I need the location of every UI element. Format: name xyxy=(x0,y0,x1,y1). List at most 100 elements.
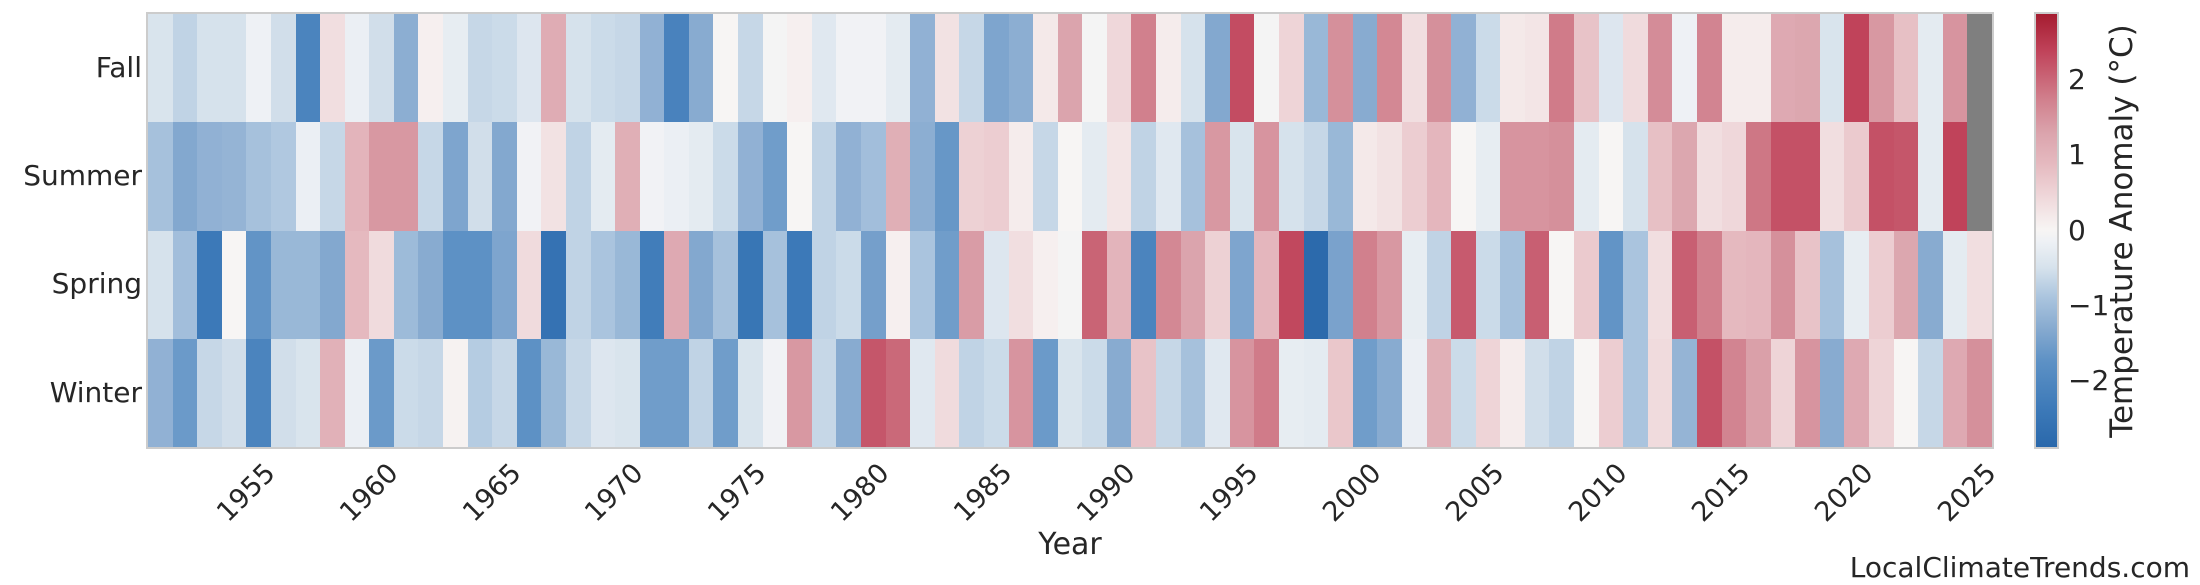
heatmap-cell xyxy=(1008,338,1034,447)
colorbar xyxy=(2034,12,2059,449)
heatmap-cell xyxy=(320,122,345,231)
heatmap-cell xyxy=(1328,338,1353,447)
heatmap-cell xyxy=(1623,230,1648,339)
heatmap-cell xyxy=(738,230,763,339)
heatmap-cell xyxy=(1352,122,1378,231)
heatmap-cell xyxy=(1967,230,1992,339)
heatmap-cell xyxy=(1057,230,1083,339)
heatmap-cell xyxy=(221,14,247,123)
heatmap-cell xyxy=(1967,14,1992,123)
row-label-summer: Summer xyxy=(23,159,142,192)
heatmap-cell xyxy=(1918,230,1943,339)
heatmap-cell xyxy=(1475,122,1501,231)
heatmap-cell xyxy=(1795,122,1820,231)
heatmap-cell xyxy=(1229,230,1255,339)
heatmap-cell xyxy=(1696,338,1722,447)
heatmap-cell xyxy=(713,122,739,231)
x-tick-label-1975: 1975 xyxy=(702,457,773,529)
heatmap-cell xyxy=(861,122,886,231)
heatmap-cell xyxy=(639,338,665,447)
heatmap-cell xyxy=(1082,230,1107,339)
heatmap-cell xyxy=(1205,14,1230,123)
x-tick-label-1995: 1995 xyxy=(1194,457,1265,529)
watermark: LocalClimateTrends.com xyxy=(1849,551,2190,584)
x-tick-label-2000: 2000 xyxy=(1317,457,1388,529)
heatmap-cell xyxy=(1918,14,1943,123)
heatmap-cell xyxy=(1500,14,1525,123)
heatmap-cell xyxy=(1844,338,1870,447)
heatmap-cell xyxy=(246,14,271,123)
heatmap-cell xyxy=(1426,230,1452,339)
heatmap-cell xyxy=(1303,122,1329,231)
heatmap-cell xyxy=(270,122,296,231)
heatmap-cell xyxy=(1254,122,1279,231)
heatmap-cell xyxy=(615,230,640,339)
heatmap-cell xyxy=(1524,122,1550,231)
heatmap-cell xyxy=(983,338,1009,447)
heatmap-cell xyxy=(1131,14,1157,123)
colorbar-tick-1: 1 xyxy=(2068,138,2086,172)
heatmap-cell xyxy=(541,230,566,339)
heatmap-cell xyxy=(1869,122,1894,231)
heatmap-cell xyxy=(1254,338,1279,447)
heatmap-cell xyxy=(1623,338,1648,447)
heatmap-cell xyxy=(1131,338,1157,447)
heatmap-cell xyxy=(172,14,198,123)
heatmap-cell xyxy=(1770,14,1796,123)
heatmap-cell xyxy=(738,122,763,231)
heatmap-cell xyxy=(295,230,321,339)
heatmap-cell xyxy=(295,338,321,447)
heatmap-cell xyxy=(1057,338,1083,447)
x-tick-label-2010: 2010 xyxy=(1562,457,1634,529)
heatmap-cell xyxy=(1426,14,1452,123)
heatmap-cell xyxy=(148,230,173,339)
heatmap-cell xyxy=(1426,338,1452,447)
heatmap-cell xyxy=(172,122,198,231)
heatmap-cell xyxy=(713,338,739,447)
heatmap-cell xyxy=(492,338,517,447)
heatmap-cell xyxy=(1057,14,1083,123)
heatmap-cell xyxy=(418,14,444,123)
heatmap-cell xyxy=(516,230,542,339)
heatmap-cell xyxy=(1721,230,1747,339)
heatmap-cell xyxy=(983,230,1009,339)
heatmap-cell xyxy=(1819,230,1845,339)
heatmap-cell xyxy=(1401,338,1427,447)
heatmap-cell xyxy=(443,230,468,339)
heatmap-cell xyxy=(344,230,370,339)
heatmap-cell xyxy=(959,338,984,447)
heatmap-cell xyxy=(836,338,861,447)
heatmap-cell xyxy=(1180,122,1206,231)
heatmap-cell xyxy=(861,230,886,339)
heatmap-cell xyxy=(1598,14,1624,123)
heatmap-cell xyxy=(565,338,591,447)
heatmap-cell xyxy=(1106,14,1132,123)
x-tick-label-1955: 1955 xyxy=(210,457,282,529)
heatmap-cell xyxy=(1156,14,1181,123)
heatmap-cell xyxy=(1352,230,1378,339)
heatmap-cell xyxy=(1033,338,1058,447)
heatmap-cell xyxy=(1844,122,1870,231)
heatmap-cell xyxy=(885,122,911,231)
heatmap-cell xyxy=(1131,230,1157,339)
heatmap-cell xyxy=(1893,338,1919,447)
heatmap-cell xyxy=(664,122,689,231)
heatmap-cell xyxy=(1770,338,1796,447)
heatmap-cell xyxy=(1106,230,1132,339)
heatmap-cell xyxy=(1033,14,1058,123)
heatmap-cell xyxy=(910,230,935,339)
heatmap-cell xyxy=(688,230,714,339)
heatmap-cell xyxy=(1672,122,1697,231)
x-tick-label-1990: 1990 xyxy=(1071,457,1142,529)
heatmap-cell xyxy=(590,338,616,447)
heatmap-plot-area xyxy=(146,12,1994,449)
heatmap-cell xyxy=(1549,338,1575,447)
heatmap-cell xyxy=(664,230,689,339)
heatmap-cell xyxy=(344,338,370,447)
heatmap-cell xyxy=(1746,338,1771,447)
heatmap-cell xyxy=(221,338,247,447)
heatmap-cell xyxy=(1770,122,1796,231)
heatmap-cell xyxy=(148,338,173,447)
heatmap-cell xyxy=(910,122,935,231)
heatmap-cell xyxy=(1549,230,1575,339)
